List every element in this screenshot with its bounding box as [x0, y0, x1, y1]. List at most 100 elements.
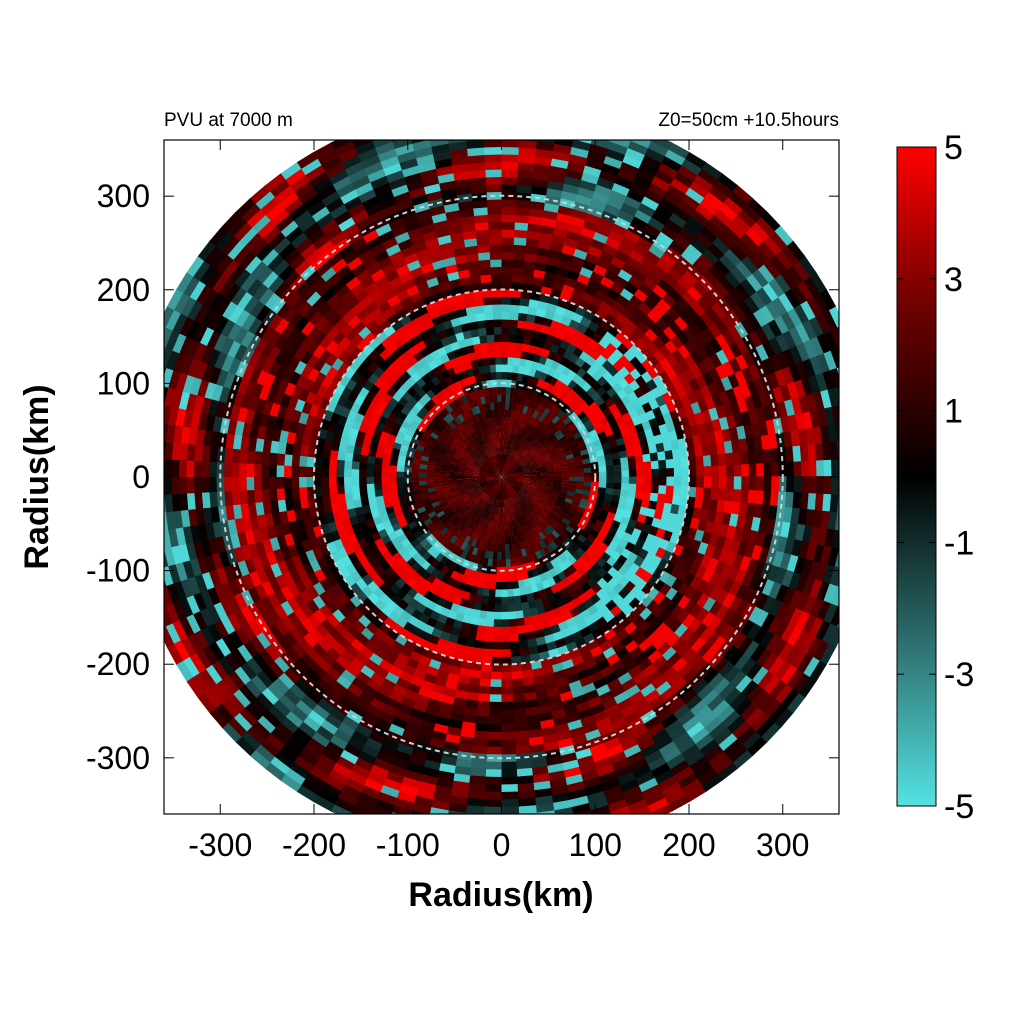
field-cell: [522, 497, 530, 504]
field-cell: [456, 477, 465, 480]
field-cell: [378, 281, 393, 295]
field-cell: [547, 616, 559, 628]
field-cell: [551, 519, 561, 528]
field-cell: [643, 476, 652, 485]
field-cell: [510, 655, 522, 665]
field-cell: [463, 481, 473, 485]
field-cell: [423, 427, 433, 436]
field-cell: [500, 169, 518, 178]
field-cell: [646, 353, 660, 367]
field-cell: [301, 507, 311, 520]
field-cell: [464, 484, 473, 489]
field-cell: [566, 490, 576, 497]
field-cell: [525, 538, 533, 548]
field-cell: [369, 634, 383, 648]
field-cell: [501, 731, 516, 740]
field-cell: [495, 499, 499, 508]
field-cell: [448, 401, 457, 411]
field-cell: [457, 486, 466, 492]
field-cell: [521, 275, 534, 285]
field-cell: [501, 477, 506, 485]
field-cell: [503, 506, 506, 515]
field-cell: [299, 497, 309, 510]
field-cell: [452, 348, 463, 359]
field-cell: [481, 595, 490, 605]
field-cell: [477, 533, 484, 542]
field-cell: [688, 561, 701, 576]
field-cell: [561, 469, 570, 474]
field-cell: [440, 538, 450, 548]
field-cell: [442, 624, 454, 635]
field-cell: [593, 652, 608, 665]
field-cell: [536, 605, 547, 616]
field-cell: [528, 407, 536, 417]
field-cell: [517, 501, 524, 509]
field-cell: [456, 512, 465, 520]
field-cell: [201, 477, 210, 494]
field-cell: [398, 497, 408, 505]
field-cell: [418, 468, 427, 474]
field-cell: [461, 385, 470, 395]
field-cell: [658, 519, 669, 531]
field-cell: [389, 453, 399, 461]
field-cell: [494, 477, 502, 483]
field-cell: [505, 394, 511, 403]
field-cell: [529, 500, 537, 508]
field-cell: [522, 421, 529, 431]
field-cell: [343, 460, 353, 470]
field-cell: [543, 672, 557, 683]
field-cell: [507, 498, 511, 507]
field-cell: [558, 561, 569, 572]
field-cell: [531, 508, 540, 517]
field-cell: [464, 337, 474, 347]
field-cell: [472, 483, 481, 488]
field-cell: [823, 476, 832, 495]
field-cell: [664, 493, 674, 505]
field-cell: [467, 444, 475, 452]
field-cell: [522, 485, 530, 490]
field-cell: [449, 535, 458, 545]
field-cell: [307, 572, 320, 587]
field-cell: [466, 489, 475, 495]
field-cell: [447, 672, 460, 683]
field-cell: [493, 506, 497, 515]
field-cell: [823, 458, 832, 477]
field-cell: [541, 278, 555, 289]
field-cell: [423, 542, 433, 552]
field-cell: [627, 455, 637, 464]
field-cell: [484, 425, 490, 435]
field-cell: [501, 694, 514, 703]
field-cell: [350, 301, 365, 316]
field-cell: [639, 607, 653, 621]
field-cell: [471, 473, 480, 476]
field-cell: [501, 439, 504, 448]
field-cell: [490, 573, 497, 583]
field-cell: [514, 480, 524, 489]
field-cell: [531, 376, 540, 386]
field-cell: [523, 328, 533, 338]
field-cell: [524, 546, 532, 556]
field-cell: [368, 503, 379, 513]
field-cell: [578, 444, 588, 452]
field-cell: [549, 403, 559, 413]
field-cell: [449, 486, 459, 491]
field-cell: [415, 502, 425, 510]
field-cell: [529, 435, 537, 444]
field-cell: [648, 500, 658, 510]
field-cell: [538, 531, 547, 541]
field-cell: [518, 639, 530, 650]
field-cell: [699, 432, 710, 446]
field-cell: [449, 444, 458, 451]
field-cell: [647, 574, 660, 588]
field-cell: [449, 463, 459, 468]
field-cell: [476, 587, 485, 597]
field-cell: [395, 289, 410, 302]
field-cell: [477, 700, 491, 710]
field-cell: [482, 357, 490, 366]
field-cell: [606, 287, 621, 301]
field-cell: [473, 463, 482, 468]
field-cell: [538, 469, 547, 474]
field-cell: [397, 411, 408, 422]
field-cell: [523, 476, 532, 479]
field-cell: [489, 543, 495, 553]
